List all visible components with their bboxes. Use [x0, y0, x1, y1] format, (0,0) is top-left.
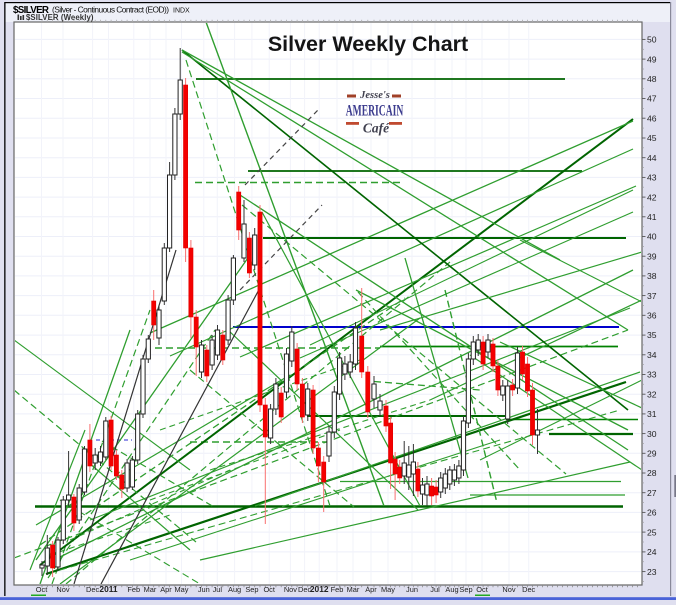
svg-text:May: May: [381, 585, 395, 594]
svg-text:Apr: Apr: [160, 585, 172, 594]
svg-text:Nov: Nov: [284, 585, 297, 594]
svg-text:Feb: Feb: [127, 585, 140, 594]
svg-text:Aug: Aug: [228, 585, 241, 594]
svg-text:32: 32: [647, 389, 657, 399]
svg-text:29: 29: [647, 449, 657, 459]
svg-text:$SILVER: $SILVER: [13, 5, 49, 16]
svg-text:Feb: Feb: [331, 585, 344, 594]
svg-text:$SILVER (Weekly): $SILVER (Weekly): [26, 13, 94, 22]
svg-text:INDX: INDX: [173, 7, 190, 14]
svg-text:Sep: Sep: [459, 585, 472, 594]
svg-text:38: 38: [647, 271, 657, 281]
svg-text:Oct: Oct: [476, 585, 488, 594]
svg-text:36: 36: [647, 311, 657, 321]
svg-text:44: 44: [647, 153, 657, 163]
svg-text:47: 47: [647, 94, 657, 104]
svg-text:Sep: Sep: [245, 585, 258, 594]
svg-text:45: 45: [647, 133, 657, 143]
svg-text:37: 37: [647, 291, 657, 301]
svg-text:41: 41: [647, 212, 657, 222]
svg-text:34: 34: [647, 350, 657, 360]
svg-text:(Silver - Continuous Contract: (Silver - Continuous Contract (EOD)): [52, 5, 169, 15]
svg-text:31: 31: [647, 409, 657, 419]
svg-text:40: 40: [647, 232, 657, 242]
svg-text:Apr: Apr: [365, 585, 377, 594]
svg-text:Nov: Nov: [502, 585, 515, 594]
svg-text:30: 30: [647, 429, 657, 439]
svg-text:35: 35: [647, 330, 657, 340]
svg-text:Jesse's: Jesse's: [359, 90, 390, 101]
svg-text:43: 43: [647, 173, 657, 183]
svg-text:Oct: Oct: [263, 585, 275, 594]
svg-text:Dec: Dec: [522, 585, 535, 594]
svg-text:26: 26: [647, 508, 657, 518]
svg-text:Jun: Jun: [198, 585, 210, 594]
svg-text:48: 48: [647, 74, 657, 84]
svg-text:46: 46: [647, 113, 657, 123]
svg-text:33: 33: [647, 370, 657, 380]
svg-text:Café: Café: [363, 121, 390, 136]
svg-text:Jul: Jul: [213, 585, 223, 594]
svg-text:May: May: [175, 585, 189, 594]
svg-text:Jun: Jun: [406, 585, 418, 594]
svg-text:27: 27: [647, 488, 657, 498]
svg-text:2011: 2011: [99, 584, 118, 594]
svg-text:39: 39: [647, 251, 657, 261]
svg-text:Dec: Dec: [86, 585, 99, 594]
svg-text:25: 25: [647, 527, 657, 537]
svg-text:28: 28: [647, 468, 657, 478]
svg-text:24: 24: [647, 547, 657, 557]
svg-text:AMERICAIN: AMERICAIN: [346, 102, 404, 119]
svg-text:49: 49: [647, 54, 657, 64]
svg-text:Mar: Mar: [144, 585, 157, 594]
svg-text:Aug: Aug: [445, 585, 458, 594]
svg-text:23: 23: [647, 567, 657, 577]
svg-text:Oct: Oct: [36, 585, 48, 594]
svg-text:2012: 2012: [310, 584, 329, 594]
svg-text:50: 50: [647, 35, 657, 45]
svg-text:Nov: Nov: [56, 585, 69, 594]
svg-text:Silver Weekly Chart: Silver Weekly Chart: [268, 32, 468, 56]
svg-text:Dec: Dec: [298, 585, 311, 594]
svg-text:42: 42: [647, 192, 657, 202]
svg-text:Jul: Jul: [430, 585, 440, 594]
svg-text:Mar: Mar: [347, 585, 360, 594]
